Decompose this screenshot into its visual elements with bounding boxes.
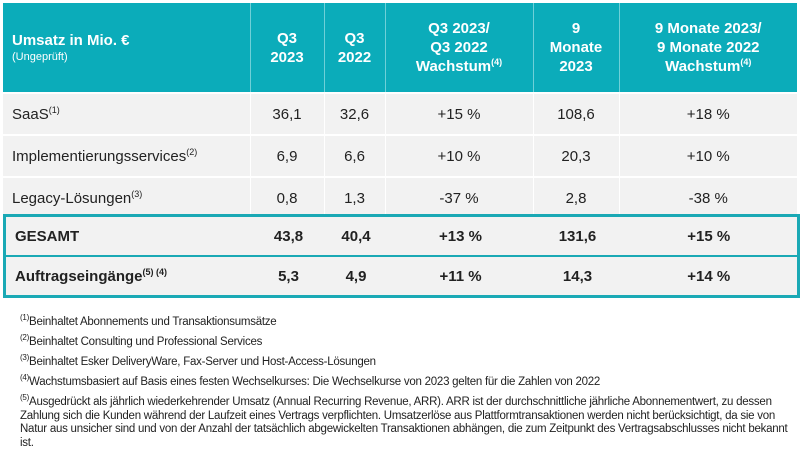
value-cell: 5,3 [251, 255, 326, 297]
value-cell: -37 % [384, 176, 533, 218]
column-header-line: 2022 [337, 48, 372, 66]
footnote-text: Wachstumsbasiert auf Basis eines festen … [29, 376, 601, 388]
value-cell: 20,3 [532, 134, 619, 177]
value-cell: +10 % [384, 134, 533, 177]
row-label-cell: GESAMT [4, 215, 252, 256]
row-label: Implementierungsservices [12, 147, 187, 165]
column-header-line: Q3 [344, 29, 365, 47]
row-label-cell: SaaS(1) [3, 92, 250, 135]
value-cell: +14 % [620, 255, 799, 297]
value-cell: +15 % [384, 92, 533, 135]
table-row: Legacy-Lösungen(3) 0,8 1,3 -37 % 2,8 -38 % [3, 176, 797, 218]
column-header-line: Q3 2022 [430, 39, 488, 56]
footnote-mark: (4) [20, 373, 30, 383]
value-cell: 4,9 [325, 255, 387, 297]
value-cell: 0,8 [249, 176, 324, 218]
value-cell: 40,4 [325, 215, 387, 256]
column-header-line: 9 Monate 2023/ [654, 20, 762, 37]
footnote-ref: (3) [131, 188, 143, 199]
row-label-cell: Implementierungsservices(2) [3, 134, 250, 177]
row-label-cell: Legacy-Lösungen(3) [3, 176, 250, 218]
footnote: (4)Wachstumsbasiert auf Basis eines fest… [20, 373, 790, 390]
footnote: (5)Ausgedrückt als jährlich wiederkehren… [20, 393, 790, 450]
row-label-cell: Auftragseingänge(5) (4) [4, 255, 252, 297]
value-cell: 6,9 [249, 134, 324, 177]
footnote-ref: (4) [491, 57, 503, 67]
column-header-line: Q3 2023/ [428, 20, 490, 37]
footnote-text: Beinhaltet Esker DeliveryWare, Fax-Serve… [29, 356, 376, 368]
column-header-line: Monate [549, 39, 603, 56]
table-row: GESAMT 43,8 40,4 +13 % 131,6 +15 % [4, 215, 799, 256]
footnote: (2)Beinhaltet Consulting und Professiona… [20, 333, 790, 350]
row-label: GESAMT [15, 227, 80, 245]
value-cell: 1,3 [323, 176, 385, 218]
value-cell: 2,8 [532, 176, 619, 218]
table-header-row: Umsatz in Mio. € (Ungeprüft) Q3 2023 Q3 2022… [3, 3, 797, 93]
column-header-line: Wachstum [665, 58, 741, 75]
row-label: Auftragseingänge [15, 267, 143, 285]
footnote-text: Beinhaltet Consulting und Professional S… [29, 336, 263, 348]
value-cell: 32,6 [323, 92, 385, 135]
value-cell: +15 % [620, 215, 799, 256]
totals-table: GESAMT 43,8 40,4 +13 % 131,6 +15 % Auftragsein… [3, 214, 800, 298]
table-row: Implementierungsservices(2) 6,9 6,6 +10 % 20… [3, 134, 797, 177]
footnote-ref: (1) [48, 104, 60, 115]
table-row: SaaS(1) 36,1 32,6 +15 % 108,6 +18 % [3, 92, 797, 135]
value-cell: 108,6 [532, 92, 619, 135]
column-header: Q3 2023/Q3 2022 Wachstum(4) [384, 3, 533, 93]
value-cell: 131,6 [534, 215, 621, 256]
column-header-line: Q3 [276, 29, 297, 47]
row-label: Legacy-Lösungen [12, 189, 132, 207]
column-header: 9 Monate 2023/9 Monate 2022 Wachstum(4) [618, 3, 797, 93]
footnote-ref: (5) (4) [142, 266, 168, 277]
table-title: Umsatz in Mio. € [12, 32, 130, 49]
value-cell: -38 % [618, 176, 797, 218]
column-header: 9 Monate 2023 [532, 3, 619, 93]
table-row: Auftragseingänge(5) (4) 5,3 4,9 +11 % 14,3 +1… [4, 255, 799, 297]
value-cell: +11 % [386, 255, 535, 297]
footnote-mark: (1) [20, 313, 30, 323]
footnote-ref: (4) [740, 57, 752, 67]
value-cell: 36,1 [249, 92, 324, 135]
column-header: Q3 2022 [323, 3, 385, 93]
row-label: SaaS [12, 105, 49, 123]
table-subtitle: (Ungeprüft) [12, 51, 68, 63]
footnotes: (1)Beinhaltet Abonnements und Transaktio… [20, 313, 790, 457]
value-cell: 6,6 [323, 134, 385, 177]
footnote-ref: (2) [186, 146, 198, 157]
footnote: (1)Beinhaltet Abonnements und Transaktio… [20, 313, 790, 330]
column-header-line: 2023 [559, 58, 593, 75]
value-cell: 14,3 [534, 255, 621, 297]
footnote: (3)Beinhaltet Esker DeliveryWare, Fax-Se… [20, 353, 790, 370]
column-header-line: 9 Monate 2022 [656, 39, 760, 56]
column-header-line: 9 [571, 20, 581, 37]
column-header: Q3 2023 [249, 3, 324, 93]
column-header-line: Wachstum [415, 58, 492, 75]
header-title-cell: Umsatz in Mio. € (Ungeprüft) [3, 3, 250, 93]
footnote-text: Beinhaltet Abonnements und Transaktionsu… [29, 316, 277, 328]
footnote-mark: (3) [20, 353, 30, 363]
value-cell: 43,8 [251, 215, 326, 256]
footnote-text: Ausgedrückt als jährlich wiederkehrender… [20, 396, 788, 449]
value-cell: +13 % [386, 215, 535, 256]
footnote-mark: (5) [20, 393, 30, 403]
value-cell: +10 % [618, 134, 797, 177]
footnote-mark: (2) [20, 333, 30, 343]
value-cell: +18 % [618, 92, 797, 135]
revenue-table: Umsatz in Mio. € (Ungeprüft) Q3 2023 Q3 2022… [3, 3, 797, 218]
column-header-line: 2023 [270, 48, 304, 66]
